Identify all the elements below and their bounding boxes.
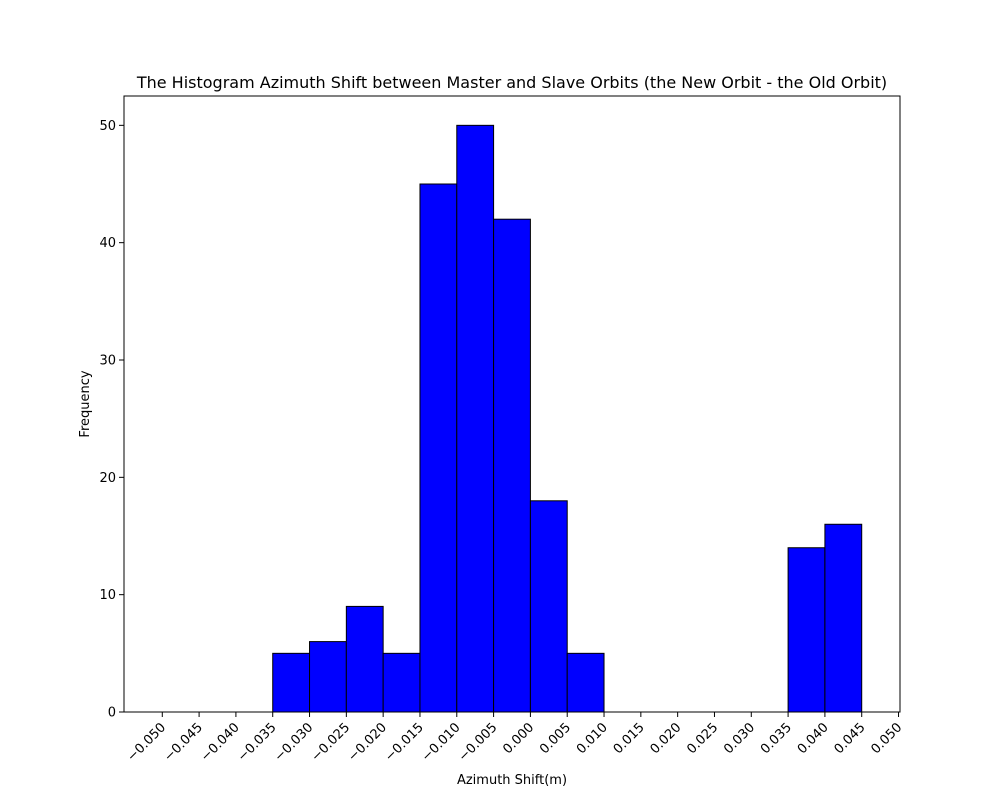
x-axis-label: Azimuth Shift(m) [457, 773, 567, 788]
histogram-bar [824, 523, 863, 713]
histogram-bars [272, 124, 863, 713]
histogram-bar [272, 652, 311, 713]
histogram-bar [345, 605, 384, 713]
histogram-bar [529, 500, 568, 713]
y-tick-label: 10 [99, 588, 116, 603]
histogram-bar [493, 218, 531, 713]
histogram-bar [787, 547, 826, 713]
y-tick-label: 50 [99, 119, 116, 134]
plot-area-frame [123, 95, 901, 713]
histogram-bar [456, 124, 495, 713]
y-tick-label: 40 [99, 236, 116, 251]
y-tick-label: 20 [99, 471, 116, 486]
histogram-bar [309, 641, 347, 713]
histogram-bar [566, 652, 605, 713]
y-tick-label: 0 [108, 706, 116, 721]
histogram-bar [382, 652, 421, 713]
y-axis-ticks: 0 10 20 30 40 50 [99, 119, 124, 721]
histogram-bar [419, 183, 458, 713]
y-axis-label: Frequency [78, 370, 93, 437]
y-tick-label: 30 [99, 354, 116, 369]
chart-title: The Histogram Azimuth Shift between Mast… [136, 73, 887, 92]
